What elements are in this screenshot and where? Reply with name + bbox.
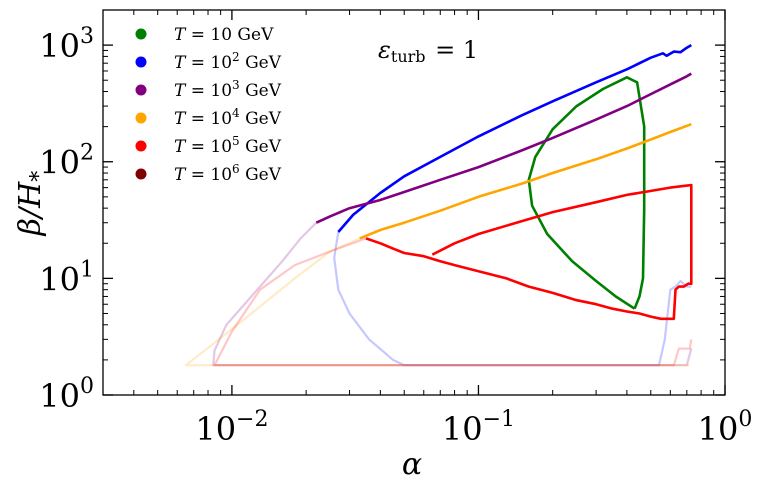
series-1-line (527, 76, 646, 310)
y-tick-label: 103 (39, 24, 94, 65)
annotation-epsilon: εturb = 1 (378, 36, 478, 66)
legend-item: T = 105 GeV (135, 134, 282, 157)
series-4-line (359, 122, 692, 240)
legend-label: T = 104 GeV (174, 106, 282, 129)
series-2-line (337, 43, 692, 233)
legend-item: T = 106 GeV (135, 162, 282, 185)
x-tick-label: 10−2 (195, 407, 268, 448)
x-tick-labels: 10−2 10−1 100 (195, 407, 752, 448)
legend-label: T = 105 GeV (174, 134, 282, 157)
series-5-line (365, 183, 693, 321)
minor-ticks (102, 9, 725, 395)
x-axis-label: α (402, 447, 422, 482)
legend-marker (135, 28, 147, 40)
faint-curves (184, 221, 693, 367)
series-3-faint-line (212, 221, 693, 367)
legend-marker (135, 84, 147, 96)
legend-item: T = 104 GeV (135, 106, 282, 129)
y-tick-labels: 100 101 102 103 (39, 24, 94, 415)
legend-label: T = 103 GeV (174, 78, 282, 101)
legend-item: T = 10 GeV (135, 25, 274, 45)
plot-frame (102, 9, 726, 396)
series-2-faint-line (333, 231, 692, 367)
x-tick-label: 10−1 (442, 407, 515, 448)
legend-label: T = 106 GeV (174, 162, 282, 185)
y-axis-label: β/H* (13, 171, 52, 237)
series-5-faint-line (213, 237, 693, 367)
legend: T = 10 GeV T = 102 GeV T = 103 GeV T = 104 … (135, 25, 282, 185)
legend-marker (135, 56, 147, 68)
legend-marker (135, 112, 147, 124)
x-tick-label: 100 (698, 407, 753, 448)
legend-marker (135, 168, 147, 180)
y-tick-label: 100 (39, 374, 94, 415)
legend-label: T = 10 GeV (174, 25, 274, 45)
y-tick-label: 101 (39, 257, 94, 298)
series-3-line (315, 72, 692, 224)
legend-item: T = 103 GeV (135, 78, 282, 101)
y-tick-label: 102 (39, 141, 94, 182)
legend-marker (135, 140, 147, 152)
series-4-faint-line (184, 237, 690, 367)
legend-item: T = 102 GeV (135, 50, 282, 73)
legend-label: T = 102 GeV (174, 50, 282, 73)
bold-curves (315, 43, 693, 321)
major-ticks (103, 10, 726, 396)
